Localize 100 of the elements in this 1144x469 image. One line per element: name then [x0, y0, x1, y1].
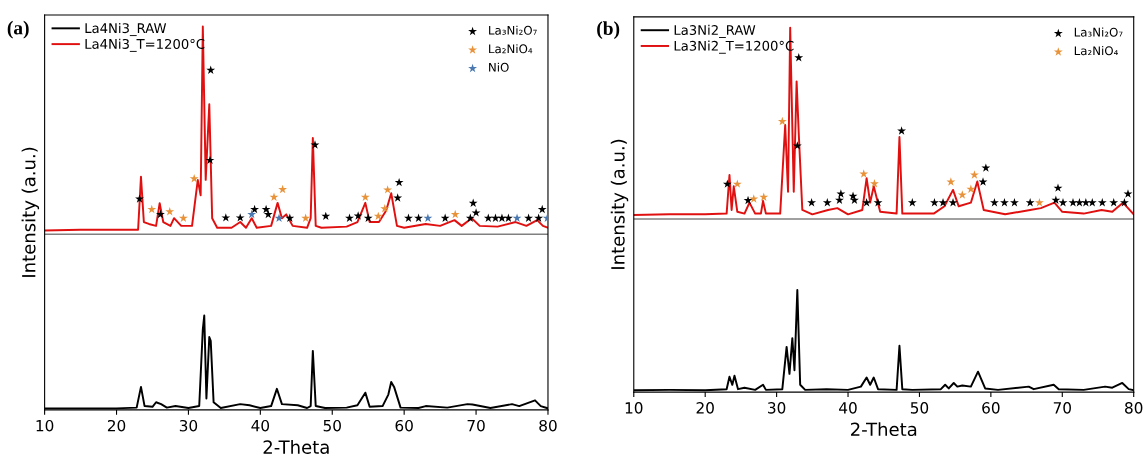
- point: [1097, 198, 1107, 207]
- x-tick-label: 60: [982, 402, 1000, 414]
- point: [1081, 198, 1091, 207]
- point: [483, 213, 493, 222]
- legend-label: La₂NiO₄: [489, 44, 533, 54]
- x-tick-label: 40: [251, 419, 270, 432]
- chart-title: (a): [7, 20, 29, 39]
- point: [897, 126, 907, 135]
- point: [1010, 198, 1019, 207]
- x-tick-label: 10: [36, 419, 54, 432]
- x-tick-label: 20: [696, 402, 714, 414]
- x-tick-label: 70: [467, 419, 485, 432]
- point: [1025, 198, 1035, 207]
- point: [1068, 198, 1078, 207]
- point: [147, 204, 157, 214]
- x-tick-label: 50: [910, 402, 929, 414]
- legend-label: La₂NiO₄: [1074, 46, 1118, 56]
- point: [1119, 198, 1129, 207]
- point: [512, 213, 522, 222]
- point: [353, 211, 363, 220]
- legend-label: La₃Ni₂O₇: [1074, 27, 1123, 37]
- point: [414, 213, 423, 222]
- x-tick-label: 20: [107, 419, 126, 432]
- point: [732, 179, 742, 188]
- y-axis-title: Intensity (a.u.): [21, 147, 40, 277]
- point: [930, 198, 939, 207]
- point: [373, 211, 383, 221]
- point: [345, 213, 354, 222]
- x-tick-label: 50: [323, 419, 341, 432]
- point: [178, 213, 188, 222]
- point: [468, 198, 478, 208]
- point: [777, 116, 787, 126]
- point: [465, 213, 475, 222]
- point: [1123, 189, 1133, 198]
- point: [269, 192, 279, 201]
- point: [836, 189, 846, 198]
- point: [743, 195, 753, 205]
- point: [1109, 198, 1119, 207]
- point: [537, 204, 547, 214]
- point: [471, 208, 481, 217]
- point: [1035, 198, 1044, 207]
- point: [250, 204, 260, 214]
- point: [274, 213, 284, 222]
- legend-label: NiO: [489, 62, 509, 72]
- point: [1000, 198, 1009, 207]
- point: [978, 177, 988, 186]
- point: [165, 207, 175, 216]
- point: [862, 198, 872, 207]
- point: [759, 192, 769, 201]
- point: [1053, 183, 1063, 192]
- point: [722, 179, 732, 188]
- point: [948, 198, 958, 207]
- point: [301, 213, 311, 222]
- point: [135, 194, 144, 203]
- point: [504, 213, 513, 222]
- point: [380, 203, 390, 213]
- point: [873, 198, 883, 207]
- legend-label: La3Ni2_RAW: [674, 24, 756, 38]
- point: [990, 198, 999, 207]
- point: [321, 211, 331, 221]
- point: [807, 198, 817, 207]
- point: [394, 177, 404, 187]
- point: [792, 141, 802, 150]
- point: [206, 65, 216, 74]
- point: [497, 213, 507, 222]
- point: [1058, 198, 1068, 207]
- point: [263, 209, 273, 219]
- point: [221, 213, 231, 222]
- x-tick-label: 30: [179, 419, 198, 432]
- point: [870, 179, 879, 188]
- point: [850, 195, 859, 204]
- point: [155, 209, 165, 219]
- point: [1075, 198, 1084, 207]
- point: [189, 174, 199, 183]
- point: [247, 209, 257, 219]
- point: [310, 140, 320, 149]
- legend-label: La4Ni3_RAW: [85, 22, 167, 37]
- point: [534, 213, 544, 222]
- point: [938, 198, 948, 207]
- point: [393, 193, 403, 202]
- point: [822, 198, 832, 207]
- x-axis-title: 2-Theta: [263, 439, 329, 454]
- point: [383, 185, 393, 194]
- point: [794, 53, 804, 62]
- point: [1087, 198, 1097, 207]
- x-tick-label: 10: [625, 402, 643, 414]
- point: [205, 155, 215, 165]
- x-tick-label: 70: [1053, 402, 1071, 414]
- chart-title: (b): [597, 21, 620, 39]
- point: [946, 177, 956, 186]
- point: [235, 213, 245, 222]
- point: [450, 209, 460, 219]
- x-tick-label: 40: [839, 402, 857, 414]
- x-tick-label: 80: [1125, 402, 1143, 414]
- x-tick-label: 60: [395, 419, 413, 432]
- point: [907, 198, 917, 207]
- point: [360, 192, 370, 201]
- point: [278, 184, 288, 194]
- x-axis-title: 2-Theta: [851, 422, 917, 437]
- x-tick-label: 30: [768, 402, 786, 414]
